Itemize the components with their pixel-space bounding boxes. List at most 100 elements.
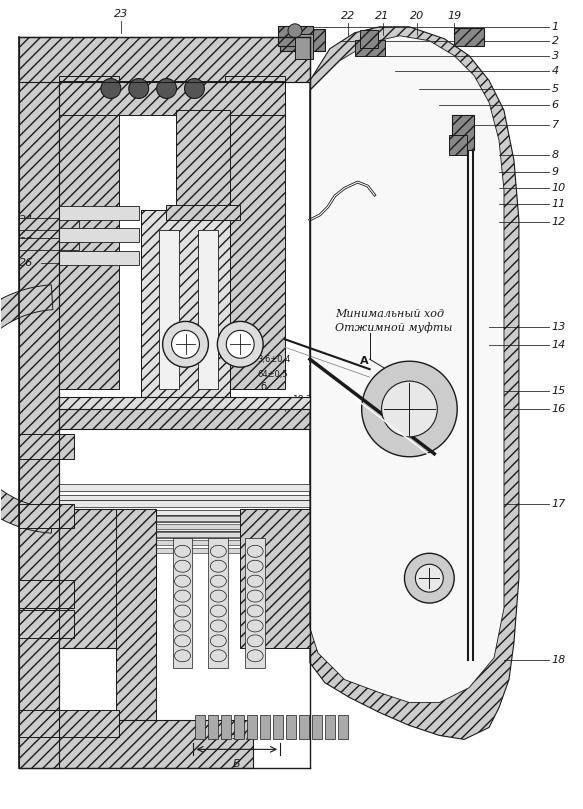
Bar <box>273 714 283 739</box>
Circle shape <box>171 330 199 358</box>
Bar <box>312 714 322 739</box>
Text: 26: 26 <box>19 258 34 268</box>
Text: 78±0,1: 78±0,1 <box>219 731 255 741</box>
Bar <box>59 515 310 523</box>
Text: А: А <box>360 356 368 366</box>
Circle shape <box>416 564 443 592</box>
Text: 14: 14 <box>552 341 566 350</box>
Bar <box>59 484 310 490</box>
Bar <box>299 714 309 739</box>
Bar <box>260 714 270 739</box>
Bar <box>59 527 310 532</box>
Bar <box>59 494 310 499</box>
Text: 3: 3 <box>552 51 559 61</box>
Bar <box>19 36 59 769</box>
Circle shape <box>405 553 454 603</box>
Text: 18,2: 18,2 <box>293 395 313 404</box>
Text: 21: 21 <box>375 11 389 21</box>
Bar <box>325 714 335 739</box>
Text: б: б <box>260 382 266 392</box>
Text: 12: 12 <box>552 217 566 227</box>
Bar <box>59 540 310 545</box>
Polygon shape <box>310 36 504 702</box>
Polygon shape <box>0 285 53 533</box>
Bar <box>19 238 79 250</box>
Text: 4: 4 <box>552 66 559 75</box>
Bar <box>59 206 139 220</box>
Text: 19: 19 <box>447 11 461 21</box>
Bar <box>59 532 310 537</box>
Bar <box>222 714 231 739</box>
Text: В: В <box>233 760 241 769</box>
Bar <box>280 29 325 51</box>
Bar <box>245 538 265 667</box>
Circle shape <box>226 330 254 358</box>
Bar <box>59 524 310 529</box>
Bar <box>59 510 310 515</box>
Bar <box>247 714 257 739</box>
Text: 6: 6 <box>552 100 559 111</box>
Bar <box>59 532 310 538</box>
Text: 25: 25 <box>19 237 34 247</box>
Bar <box>360 30 378 48</box>
Bar <box>173 538 192 667</box>
Bar <box>449 135 467 155</box>
Bar <box>278 26 313 46</box>
Polygon shape <box>310 27 519 739</box>
Text: 15: 15 <box>552 386 566 396</box>
Text: 11: 11 <box>552 199 566 209</box>
Circle shape <box>381 381 437 437</box>
Bar <box>59 81 285 116</box>
Text: 64±0,5: 64±0,5 <box>257 370 288 379</box>
Text: 18: 18 <box>552 654 566 665</box>
Text: 2: 2 <box>552 36 559 46</box>
Bar <box>286 714 296 739</box>
Circle shape <box>129 78 149 99</box>
Circle shape <box>217 321 263 367</box>
Text: 5: 5 <box>552 83 559 94</box>
Bar <box>452 116 474 150</box>
Bar <box>19 218 79 230</box>
Bar <box>141 210 230 409</box>
Bar <box>198 230 219 389</box>
Text: 24: 24 <box>19 215 34 225</box>
Bar <box>195 714 205 739</box>
Bar <box>59 82 223 95</box>
Text: 17: 17 <box>552 498 566 509</box>
Text: 16: 16 <box>552 404 566 414</box>
Text: 20: 20 <box>410 11 424 21</box>
Bar <box>59 228 139 242</box>
Bar <box>208 538 229 667</box>
Bar <box>59 549 310 553</box>
Text: 1: 1 <box>552 22 559 32</box>
Text: 13: 13 <box>552 322 566 332</box>
Text: 7: 7 <box>552 121 559 130</box>
Bar <box>240 509 310 648</box>
Bar <box>175 110 230 210</box>
Bar <box>59 499 310 506</box>
Circle shape <box>184 78 205 99</box>
Bar <box>19 36 310 82</box>
Bar <box>19 709 119 738</box>
Text: Отжимной муфты: Отжимной муфты <box>335 323 452 333</box>
Text: 23: 23 <box>114 9 128 19</box>
Bar <box>338 714 347 739</box>
Bar <box>454 28 484 46</box>
Bar <box>234 714 244 739</box>
Circle shape <box>101 78 121 99</box>
Text: 9: 9 <box>552 167 559 177</box>
Bar <box>295 34 313 59</box>
Text: 10: 10 <box>552 183 566 193</box>
Bar <box>59 516 310 522</box>
Text: 8: 8 <box>552 150 559 160</box>
Bar <box>59 397 310 409</box>
Bar <box>19 503 74 528</box>
Bar <box>19 434 74 459</box>
Bar <box>19 721 253 769</box>
Bar <box>159 230 178 389</box>
Bar <box>19 580 74 608</box>
Circle shape <box>163 321 208 367</box>
Bar <box>59 401 310 429</box>
Bar <box>116 509 156 722</box>
Text: 3,6±0,4: 3,6±0,4 <box>257 354 290 364</box>
